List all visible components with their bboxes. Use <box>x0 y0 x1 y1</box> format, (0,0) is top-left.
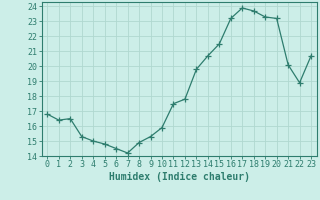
X-axis label: Humidex (Indice chaleur): Humidex (Indice chaleur) <box>109 172 250 182</box>
